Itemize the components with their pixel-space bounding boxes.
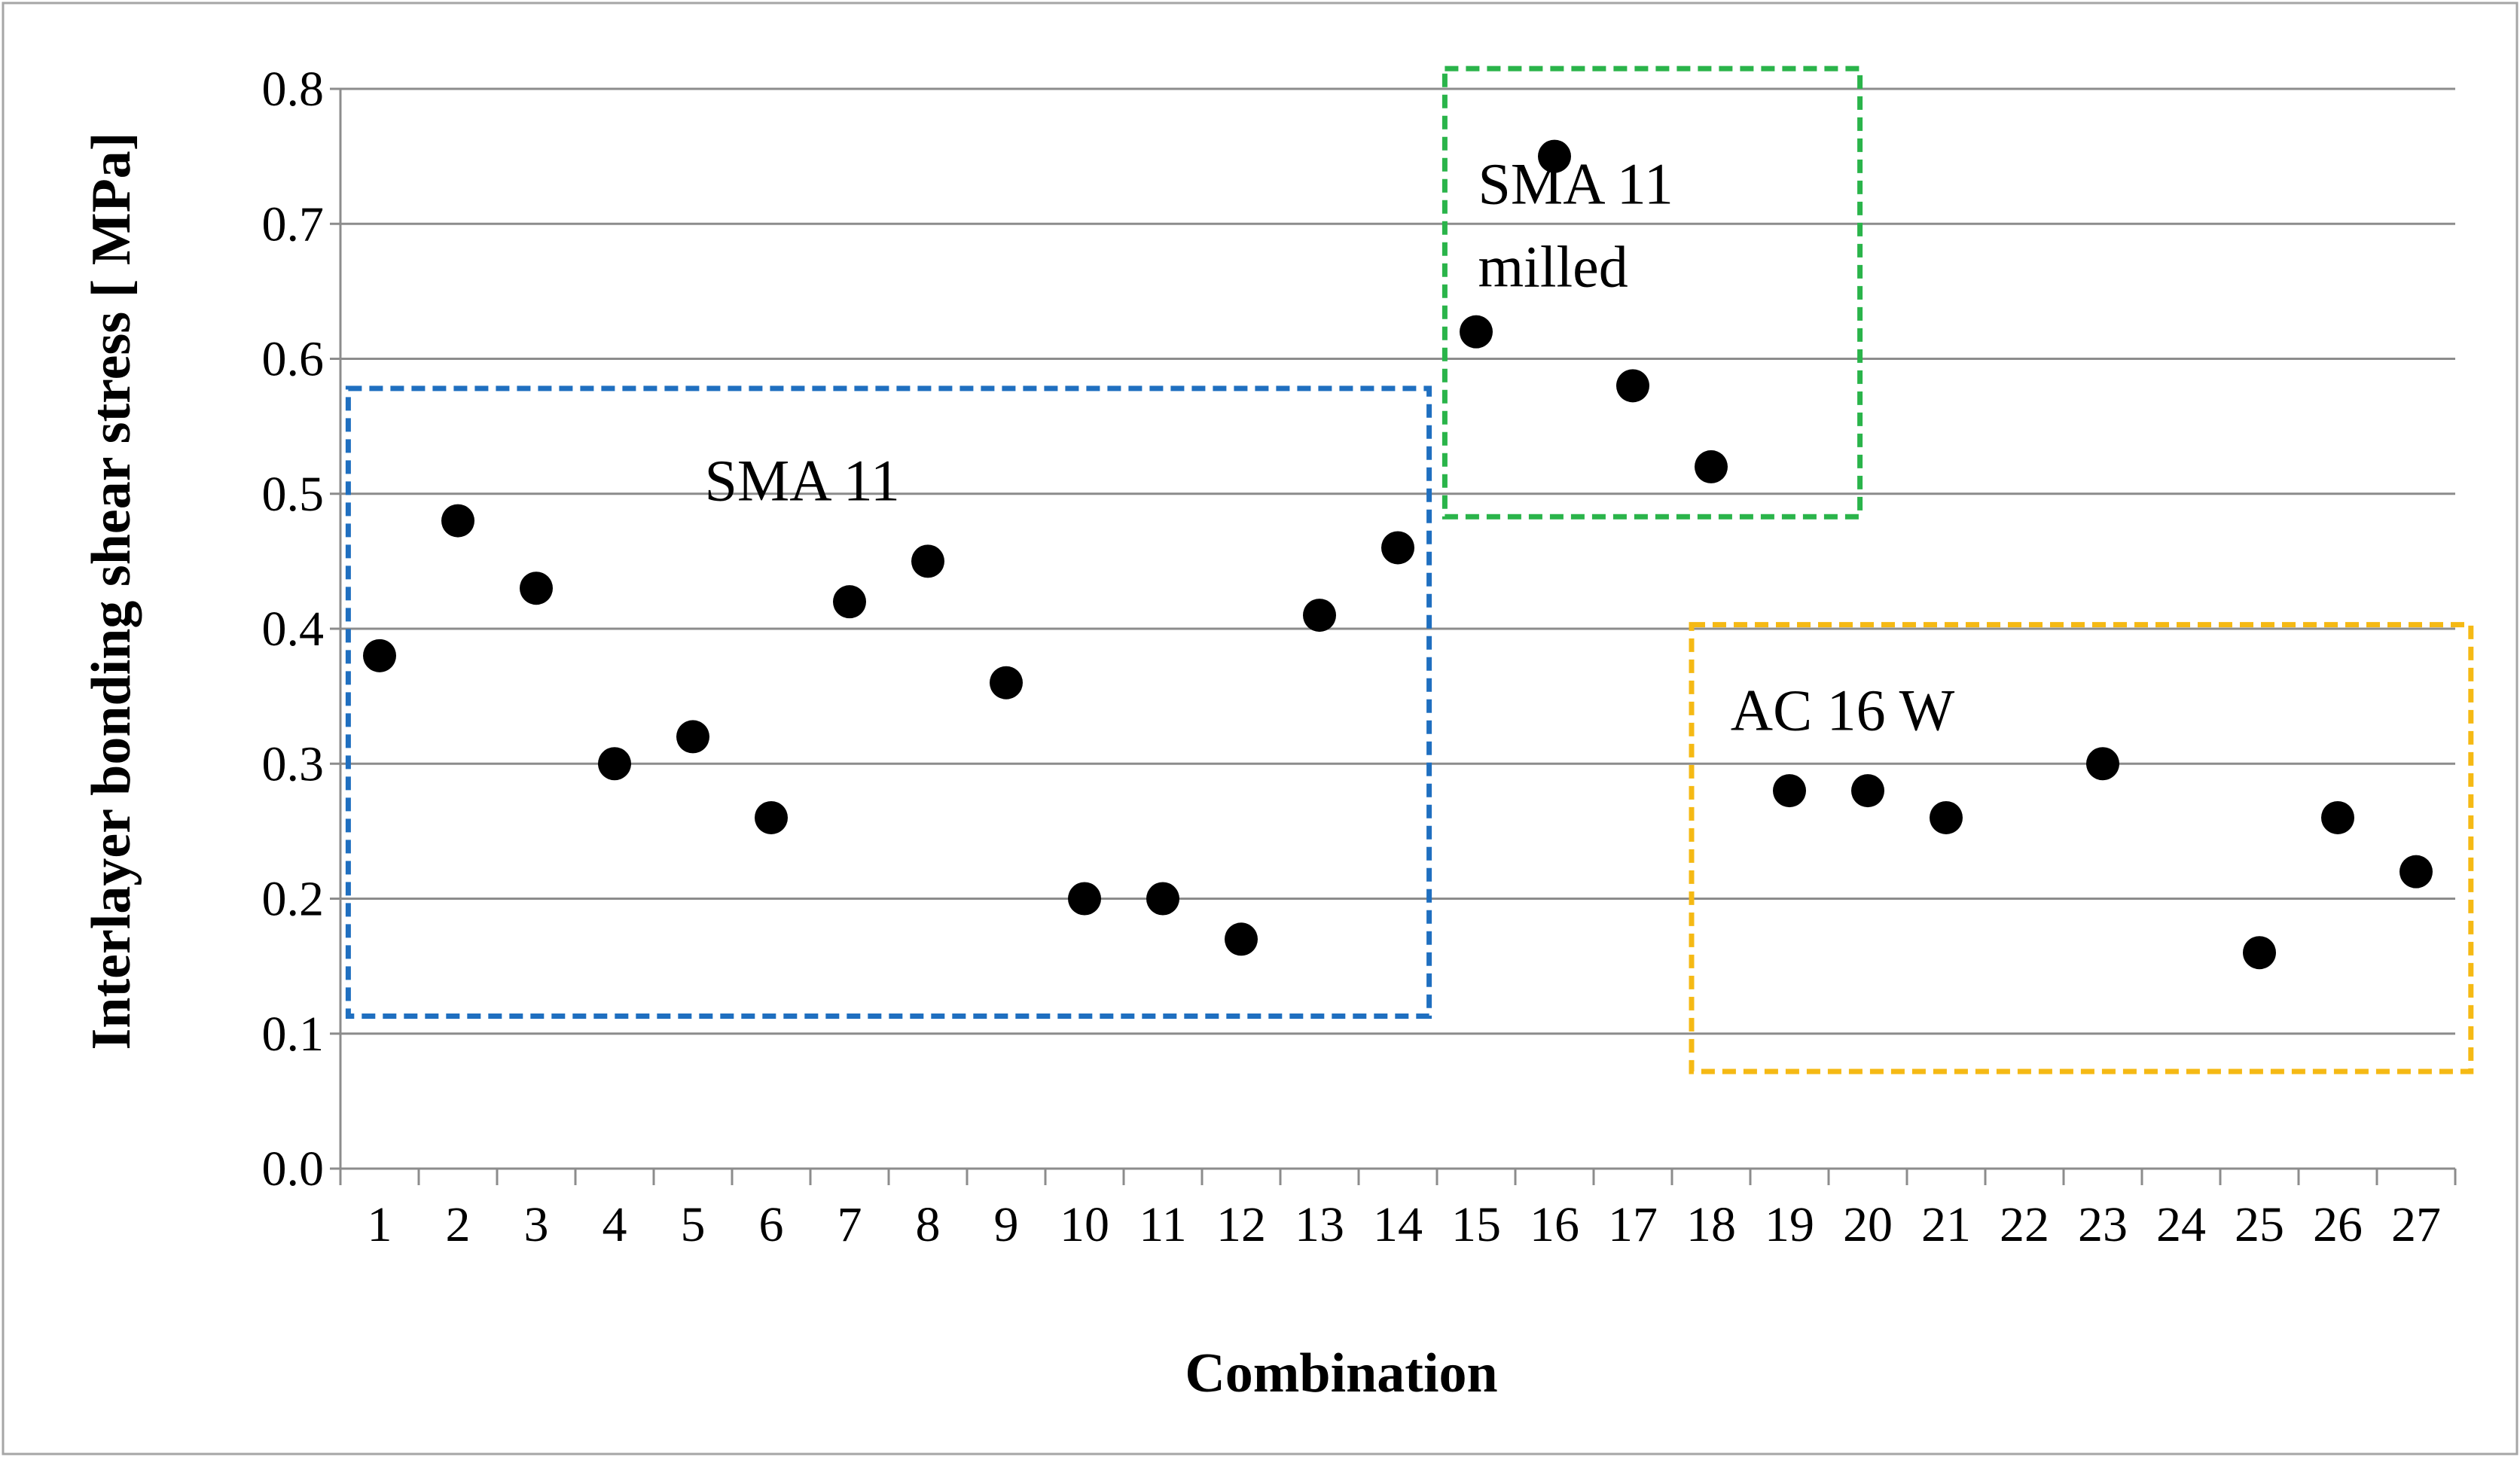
- y-tick-label-0.1: 0.1: [262, 1007, 325, 1062]
- data-point-25: [2243, 936, 2276, 970]
- annotation-label-sma11-milled-line-1: SMA 11: [1478, 151, 1673, 216]
- x-tick-label-9: 9: [994, 1197, 1019, 1252]
- x-tick-label-23: 23: [2078, 1197, 2128, 1252]
- data-point-17: [1616, 369, 1649, 403]
- data-point-6: [755, 800, 788, 834]
- x-tick-label-6: 6: [759, 1197, 784, 1252]
- data-point-3: [520, 572, 553, 605]
- x-tick-label-19: 19: [1765, 1197, 1814, 1252]
- y-tick-label-0.4: 0.4: [262, 602, 325, 657]
- data-point-23: [2086, 747, 2119, 781]
- annotation-label-ac16w-line-1: AC 16 W: [1731, 677, 1955, 742]
- x-tick-label-16: 16: [1530, 1197, 1579, 1252]
- x-tick-label-7: 7: [837, 1197, 862, 1252]
- data-point-14: [1381, 531, 1414, 565]
- x-tick-label-3: 3: [524, 1197, 549, 1252]
- x-tick-label-13: 13: [1295, 1197, 1344, 1252]
- y-tick-label-0.3: 0.3: [262, 736, 325, 791]
- x-tick-label-11: 11: [1139, 1197, 1187, 1252]
- y-axis-title: Interlayer bonding shear stress [ MPa]: [81, 133, 142, 1050]
- x-tick-label-20: 20: [1843, 1197, 1893, 1252]
- data-point-18: [1695, 450, 1728, 483]
- x-tick-label-21: 21: [1921, 1197, 1971, 1252]
- x-axis-title: Combination: [1185, 1343, 1497, 1404]
- x-tick-label-5: 5: [681, 1197, 706, 1252]
- data-points: [363, 139, 2433, 970]
- data-point-15: [1460, 315, 1493, 349]
- data-point-20: [1851, 774, 1884, 808]
- annotation-boxes: SMA 11 SMA 11 milled AC 16 W: [345, 66, 2474, 1074]
- x-tick-label-4: 4: [603, 1197, 627, 1252]
- data-point-13: [1303, 599, 1336, 632]
- y-tick-label-0.6: 0.6: [262, 332, 325, 387]
- x-tick-labels: 1 2 3 4 5 6 7 8 9 10 11 12 13 14 15 16 17 18 19 20 21 22 23 24 2…: [368, 1197, 2442, 1252]
- y-tick-label-0.2: 0.2: [262, 872, 325, 927]
- data-point-21: [1930, 800, 1963, 834]
- x-tick-label-14: 14: [1373, 1197, 1423, 1252]
- data-point-10: [1068, 882, 1101, 916]
- x-tick-label-26: 26: [2313, 1197, 2363, 1252]
- y-tick-label-0.0: 0.0: [262, 1142, 325, 1196]
- data-point-1: [363, 639, 396, 672]
- x-tick-label-25: 25: [2235, 1197, 2284, 1252]
- x-tick-label-12: 12: [1216, 1197, 1266, 1252]
- grid-lines: [340, 87, 2455, 1035]
- x-tick-label-22: 22: [2000, 1197, 2049, 1252]
- data-point-2: [441, 504, 474, 538]
- annotation-box-ac16w: [1689, 622, 2474, 1074]
- data-point-16: [1538, 139, 1571, 173]
- axes: [330, 87, 2457, 1185]
- data-point-11: [1146, 882, 1179, 916]
- y-tick-label-0.5: 0.5: [262, 467, 325, 522]
- annotation-label-sma11-line-1: SMA 11: [704, 448, 899, 514]
- x-tick-label-1: 1: [368, 1197, 392, 1252]
- x-tick-label-15: 15: [1451, 1197, 1501, 1252]
- data-point-26: [2321, 800, 2354, 834]
- x-tick-label-8: 8: [916, 1197, 941, 1252]
- data-point-8: [911, 544, 944, 578]
- data-point-27: [2399, 855, 2433, 889]
- data-point-7: [833, 585, 866, 619]
- x-tick-label-18: 18: [1686, 1197, 1736, 1252]
- annotation-box-sma11: [345, 386, 1432, 1019]
- data-point-12: [1225, 922, 1258, 956]
- x-tick-label-24: 24: [2156, 1197, 2206, 1252]
- x-tick-label-2: 2: [446, 1197, 471, 1252]
- y-tick-label-0.7: 0.7: [262, 197, 325, 251]
- annotation-label-sma11-milled-line-2: milled: [1478, 233, 1628, 299]
- data-point-5: [676, 720, 709, 754]
- data-point-4: [598, 747, 631, 781]
- data-point-9: [990, 666, 1023, 700]
- data-point-19: [1773, 774, 1806, 808]
- x-tick-label-10: 10: [1060, 1197, 1109, 1252]
- y-tick-label-0.8: 0.8: [262, 62, 325, 117]
- annotation-box-sma11-milled: [1442, 66, 1863, 520]
- x-tick-label-27: 27: [2391, 1197, 2441, 1252]
- y-tick-labels: 0.0 0.1 0.2 0.3 0.4 0.5 0.6 0.7 0.8: [262, 62, 325, 1196]
- x-tick-label-17: 17: [1608, 1197, 1658, 1252]
